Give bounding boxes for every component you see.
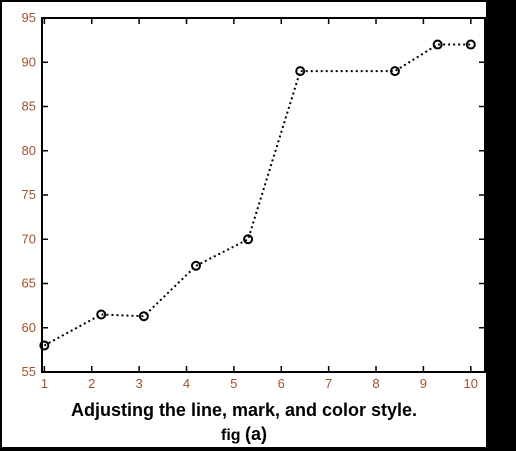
- y-tick-label: 55: [22, 364, 36, 379]
- line-chart: 1 2 3 4 5 6 7 8 9 10 55 60 65 70 75 80 85 90 95: [22, 10, 486, 391]
- y-tick-label: 75: [22, 187, 36, 202]
- data-point: [96, 309, 107, 320]
- y-tick-label: 80: [22, 143, 36, 158]
- figure-label: fig (a): [2, 424, 486, 445]
- figure-label-fig: fig: [221, 427, 241, 444]
- data-point: [243, 234, 254, 245]
- data-point: [389, 66, 400, 77]
- y-tick-label: 65: [22, 276, 36, 291]
- data-point: [190, 260, 201, 271]
- x-tick-label: 1: [41, 376, 48, 391]
- data-point: [138, 311, 149, 322]
- y-tick-label: 70: [22, 231, 36, 246]
- y-tick-label: 85: [22, 99, 36, 114]
- x-tick-label: 6: [278, 376, 285, 391]
- x-tick-label: 3: [136, 376, 143, 391]
- axis-ticks: [42, 17, 485, 373]
- x-tick-label: 5: [230, 376, 237, 391]
- axis-tick-labels: 1 2 3 4 5 6 7 8 9 10 55 60 65 70 75 80 85 90 95: [22, 10, 478, 391]
- data-point: [465, 39, 476, 50]
- data-point: [39, 340, 50, 351]
- x-tick-label: 2: [88, 376, 95, 391]
- series-markers: [39, 39, 476, 351]
- x-tick-label: 4: [183, 376, 190, 391]
- x-tick-label: 7: [325, 376, 332, 391]
- figure-caption: Adjusting the line, mark, and color styl…: [70, 400, 418, 420]
- y-tick-label: 95: [22, 10, 36, 25]
- y-tick-label: 90: [22, 54, 36, 69]
- y-tick-label: 60: [22, 320, 36, 335]
- plot-area-frame: [41, 17, 486, 373]
- figure-panel: 1 2 3 4 5 6 7 8 9 10 55 60 65 70 75 80 85 90 95 Adjusting …: [2, 2, 486, 447]
- x-tick-label: 8: [372, 376, 379, 391]
- x-tick-label: 9: [420, 376, 427, 391]
- data-point: [432, 39, 443, 50]
- x-tick-label: 10: [464, 376, 478, 391]
- data-point: [295, 66, 306, 77]
- figure-label-sub: (a): [245, 424, 267, 444]
